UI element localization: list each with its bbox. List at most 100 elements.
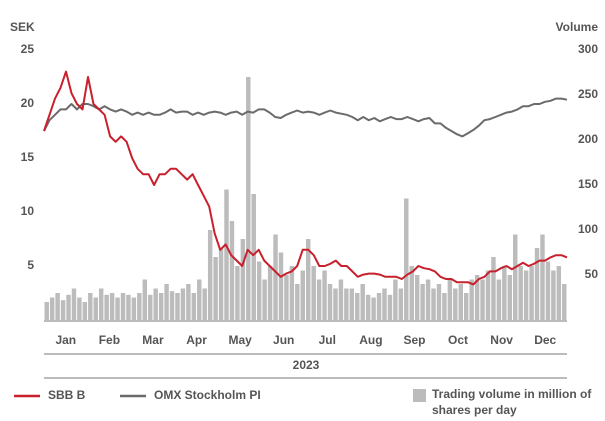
volume-bar [229, 221, 235, 320]
volume-bar [77, 297, 82, 320]
volume-bar [513, 234, 518, 320]
x-tick-label: Jan [55, 333, 76, 347]
volume-bar [137, 293, 142, 320]
volume-bar [393, 279, 398, 320]
volume-bar [218, 248, 224, 320]
volume-bar [387, 294, 393, 320]
y-tick-label: 10 [21, 204, 35, 218]
volume-bar [463, 293, 469, 320]
volume-bar [523, 270, 529, 320]
volume-bar [431, 288, 436, 320]
volume-bar [98, 288, 104, 320]
volume-bar [529, 266, 534, 320]
volume-bar [256, 261, 262, 320]
y2-tick-label: 250 [578, 87, 598, 101]
legend-label: OMX Stockholm PI [154, 388, 261, 402]
volume-bar [551, 270, 556, 320]
y-tick-label: 15 [21, 150, 35, 164]
x-tick-label: May [228, 333, 252, 347]
volume-bar [148, 294, 153, 320]
volume-bar [180, 288, 186, 320]
volume-bar [360, 284, 365, 320]
volume-bar [71, 288, 77, 320]
volume-bar [474, 275, 480, 320]
volume-bar [186, 284, 191, 320]
volume-bar [491, 257, 496, 320]
y2-tick-label: 300 [578, 42, 598, 56]
x-tick-label: Aug [359, 333, 382, 347]
volume-bar [355, 293, 360, 320]
volume-bar [207, 230, 213, 320]
volume-bar [267, 266, 273, 320]
legend-label: Trading volume in million of shares per … [432, 387, 592, 417]
volume-bar [120, 293, 126, 320]
y-tick-label: 5 [27, 258, 34, 272]
volume-bar [202, 288, 207, 320]
volume-bar [153, 288, 158, 320]
x-tick-label: Apr [186, 333, 207, 347]
volume-bar [344, 288, 349, 320]
volume-bar [420, 284, 425, 320]
volume-bar [398, 288, 404, 320]
series-line [43, 70, 568, 286]
volume-bar [311, 266, 316, 320]
x-tick-label: Feb [99, 333, 120, 347]
x-tick-label: Oct [448, 333, 468, 347]
volume-bar [175, 293, 180, 320]
volume-bar [88, 293, 93, 320]
volume-bar [158, 293, 164, 320]
volume-bar [540, 234, 545, 320]
volume-bar [414, 275, 420, 320]
legend-swatch [413, 389, 426, 402]
volume-bar [131, 297, 137, 320]
volume-bar [316, 279, 322, 320]
volume-bar [338, 279, 344, 320]
x-tick-label: Dec [534, 333, 556, 347]
volume-bar [382, 288, 387, 320]
volume-bar [126, 294, 131, 320]
y2-tick-label: 150 [578, 177, 598, 191]
y-tick-label: 20 [21, 96, 35, 110]
y2-tick-label: 200 [578, 132, 598, 146]
volume-bar [556, 266, 562, 320]
y2-tick-label: 50 [585, 267, 599, 281]
y-tick-label: 25 [21, 42, 35, 56]
x-tick-label: Mar [142, 333, 164, 347]
y2-axis-label: Volume [556, 20, 599, 34]
volume-bar [306, 239, 311, 320]
volume-bar [409, 266, 414, 320]
volume-bar [502, 266, 507, 320]
volume-bar [93, 297, 98, 320]
volume-bar [109, 293, 115, 320]
volume-bar [518, 266, 523, 320]
volume-bar [469, 279, 474, 320]
x-axis-label: 2023 [293, 358, 320, 372]
volume-bar [365, 294, 371, 320]
volume-bar [453, 288, 458, 320]
volume-bar [327, 284, 333, 320]
volume-bar [436, 284, 442, 320]
volume-bar [322, 270, 327, 320]
volume-bar [197, 279, 202, 320]
volume-bar [300, 270, 305, 320]
volume-bar [480, 279, 485, 320]
volume-bar [191, 293, 197, 320]
volume-bar [349, 288, 355, 320]
volume-bar [278, 252, 284, 320]
y-axis-label: SEK [10, 20, 35, 34]
volume-bar [371, 297, 376, 320]
volume-bar [447, 279, 453, 320]
legend-label: SBB B [48, 388, 86, 402]
volume-bar [458, 284, 463, 320]
volume-bar [235, 266, 240, 320]
volume-bar [295, 284, 300, 320]
volume-bar [507, 275, 513, 320]
volume-bar [251, 194, 256, 320]
volume-bar [425, 279, 431, 320]
volume-bar [333, 288, 338, 320]
volume-bar [66, 294, 71, 320]
volume-bar [496, 279, 502, 320]
volume-bar [44, 302, 49, 320]
